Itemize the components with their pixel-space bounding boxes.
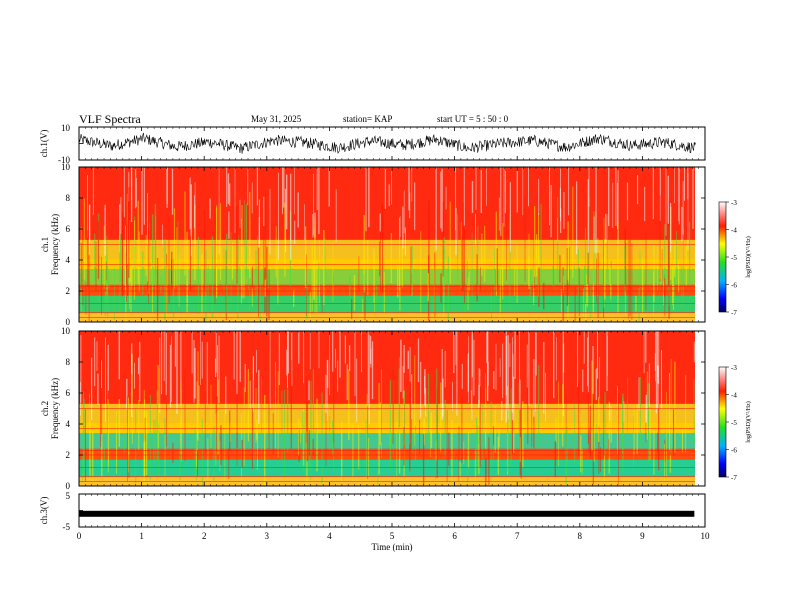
ch2-freq-tick-label: 4 bbox=[66, 419, 71, 429]
x-tick-label: 3 bbox=[265, 531, 270, 541]
ch1-freq-tick-label: 0 bbox=[66, 317, 71, 327]
ch1-colorbar-tick-label: -7 bbox=[731, 309, 737, 317]
ch3-ytick-label: 5 bbox=[66, 491, 71, 501]
ch1-freq-tick-label: 8 bbox=[66, 193, 71, 203]
ch2-colorbar-tick-label: -7 bbox=[731, 474, 737, 482]
ch1-colorbar bbox=[718, 201, 727, 313]
chart-title: VLF Spectra bbox=[79, 112, 141, 126]
ch2-psd-band bbox=[79, 433, 705, 449]
ch2-freq-tick-label: 0 bbox=[66, 481, 71, 491]
x-tick-label: 10 bbox=[701, 531, 711, 541]
ch2-colorbar-tick-label: -6 bbox=[731, 447, 737, 455]
x-tick-label: 5 bbox=[390, 531, 395, 541]
x-axis-label: Time (min) bbox=[372, 542, 413, 552]
x-tick-label: 9 bbox=[640, 531, 645, 541]
ch1-psd-band bbox=[79, 284, 705, 296]
ch2-psd-band bbox=[79, 459, 705, 477]
ch3-waveform-frame bbox=[78, 493, 706, 528]
ch1-no-data bbox=[695, 167, 705, 322]
x-tick-label: 8 bbox=[578, 531, 583, 541]
ch1-waveform-line bbox=[78, 132, 696, 155]
ch1-freq-tick-label: 6 bbox=[66, 224, 71, 234]
ch1-freq-axis-label: Frequency (kHz) bbox=[50, 214, 60, 275]
date-label: May 31, 2025 bbox=[251, 114, 302, 124]
ch2-channel-label: ch.2 bbox=[40, 401, 50, 416]
ch1-ytick-label: 10 bbox=[61, 123, 71, 133]
ch2-freq-tick-label: 10 bbox=[61, 326, 71, 336]
ch1-freq-tick-label: 10 bbox=[61, 162, 71, 172]
ch3-waveform-ylabel: ch.3(V) bbox=[39, 497, 49, 525]
x-tick-label: 2 bbox=[202, 531, 207, 541]
ch1-waveform-ylabel: ch.1(V) bbox=[39, 130, 49, 158]
ch1-channel-label: ch.1 bbox=[40, 237, 50, 252]
ch2-colorbar-tick-label: -3 bbox=[731, 364, 737, 372]
station-label: station= KAP bbox=[343, 114, 393, 124]
x-tick-label: 6 bbox=[452, 531, 457, 541]
ch1-psd-band bbox=[79, 295, 705, 313]
ch2-freq-tick-label: 2 bbox=[66, 450, 71, 460]
ch2-psd-band bbox=[79, 331, 705, 404]
ch2-colorbar-tick-label: -5 bbox=[731, 419, 737, 427]
ch2-freq-tick-label: 6 bbox=[66, 388, 71, 398]
x-tick-label: 1 bbox=[139, 531, 144, 541]
ch1-colorbar-tick-label: -3 bbox=[731, 199, 737, 207]
ch2-freq-axis-label: Frequency (kHz) bbox=[50, 378, 60, 439]
ch1-freq-tick-label: 2 bbox=[66, 286, 71, 296]
ch1-psd-band bbox=[79, 258, 705, 270]
ch2-colorbar-tick-label: -4 bbox=[731, 392, 737, 400]
ch1-colorbar-tick-label: -5 bbox=[731, 254, 737, 262]
ch1-colorbar-tick-label: -6 bbox=[731, 282, 737, 290]
ch3-waveform-line bbox=[79, 510, 695, 517]
ch2-no-data bbox=[695, 331, 705, 486]
ch1-psd-band bbox=[79, 239, 705, 259]
x-tick-label: 0 bbox=[77, 531, 82, 541]
ch1-ytick-label: -10 bbox=[58, 155, 70, 165]
start-time-label: start UT = 5 : 50 : 0 bbox=[437, 114, 509, 124]
ch2-psd-band bbox=[79, 422, 705, 434]
x-tick-label: 4 bbox=[327, 531, 332, 541]
ch1-freq-tick-label: 4 bbox=[66, 255, 71, 265]
ch3-ytick-label: -5 bbox=[63, 522, 71, 532]
ch2-psd-band bbox=[79, 448, 705, 460]
x-tick-label: 7 bbox=[515, 531, 520, 541]
ch2-freq-tick-label: 8 bbox=[66, 357, 71, 367]
ch1-psd-band bbox=[79, 167, 705, 240]
ch1-psd-band bbox=[79, 269, 705, 285]
ch1-colorbar-label: log(PSD)(V²/Hz) bbox=[745, 236, 752, 277]
ch2-colorbar-label: log(PSD)(V²/Hz) bbox=[745, 401, 752, 442]
ch1-colorbar-tick-label: -4 bbox=[731, 227, 737, 235]
ch2-colorbar bbox=[718, 366, 727, 478]
